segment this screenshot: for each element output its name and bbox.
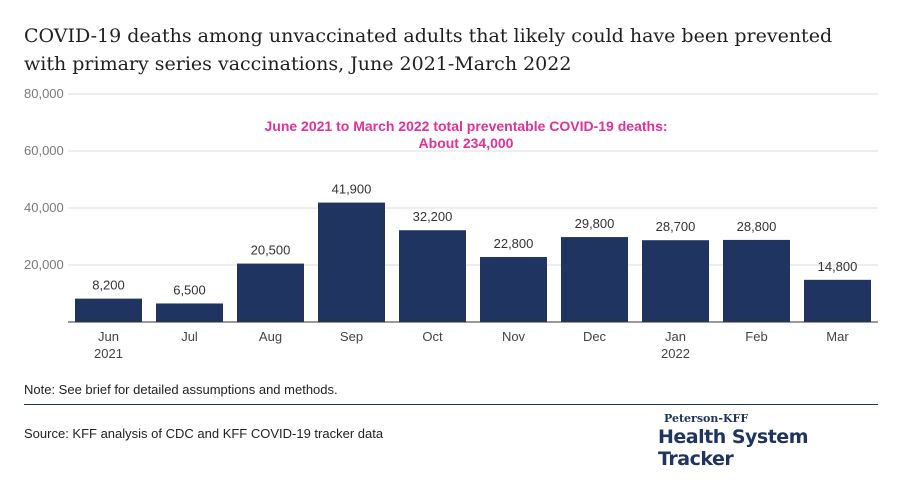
bar (156, 303, 223, 322)
data-label: 32,200 (413, 209, 453, 224)
bar (642, 240, 709, 322)
annotation-line-1: June 2021 to March 2022 total preventabl… (264, 118, 667, 134)
bar (480, 257, 547, 322)
data-label: 14,800 (818, 259, 858, 274)
data-label: 6,500 (173, 282, 206, 297)
bar (318, 202, 385, 322)
x-tick-label: Mar (826, 329, 849, 344)
bar (75, 298, 142, 322)
chart-source: Source: KFF analysis of CDC and KFF COVI… (24, 426, 384, 441)
y-tick-label: 60,000 (24, 143, 64, 158)
x-tick-label: Feb (745, 329, 767, 344)
y-tick-label: 80,000 (24, 86, 64, 101)
x-tick-label: Jul (181, 329, 198, 344)
x-tick-label: Aug (259, 329, 282, 344)
data-label: 8,200 (92, 278, 125, 293)
y-tick-label: 20,000 (24, 257, 64, 272)
chart-note: Note: See brief for detailed assumptions… (24, 382, 338, 397)
bar (399, 230, 466, 322)
bar (804, 279, 871, 322)
x-tick-label: Dec (583, 329, 607, 344)
x-tick-sublabel: 2021 (94, 346, 123, 361)
brand-top-text: Peterson-KFF (664, 412, 749, 425)
footer-divider (24, 404, 878, 405)
annotation-line-2: About 234,000 (419, 135, 514, 151)
data-label: 41,900 (332, 182, 372, 197)
brand-main-text: Health System Tracker (658, 426, 809, 470)
bar (237, 263, 304, 322)
data-label: 28,700 (656, 219, 696, 234)
x-tick-label: Sep (340, 329, 363, 344)
x-tick-sublabel: 2022 (661, 346, 690, 361)
data-label: 20,500 (251, 243, 291, 258)
y-tick-label: 40,000 (24, 200, 64, 215)
data-label: 22,800 (494, 236, 534, 251)
bar-chart: 20,000 40,000 60,000 80,000 8,200 Jun 2021 6,50… (24, 86, 878, 361)
x-tick-label: Nov (502, 329, 526, 344)
x-tick-label: Oct (422, 329, 443, 344)
brand-logo: Peterson-KFF Health System Tracker (658, 412, 878, 470)
data-label: 28,800 (737, 219, 777, 234)
x-tick-label: Jan (665, 329, 686, 344)
bar (723, 239, 790, 322)
bar (561, 237, 628, 322)
chart-title: COVID-19 deaths among unvaccinated adult… (24, 25, 833, 75)
data-label: 29,800 (575, 216, 615, 231)
x-tick-label: Jun (98, 329, 119, 344)
